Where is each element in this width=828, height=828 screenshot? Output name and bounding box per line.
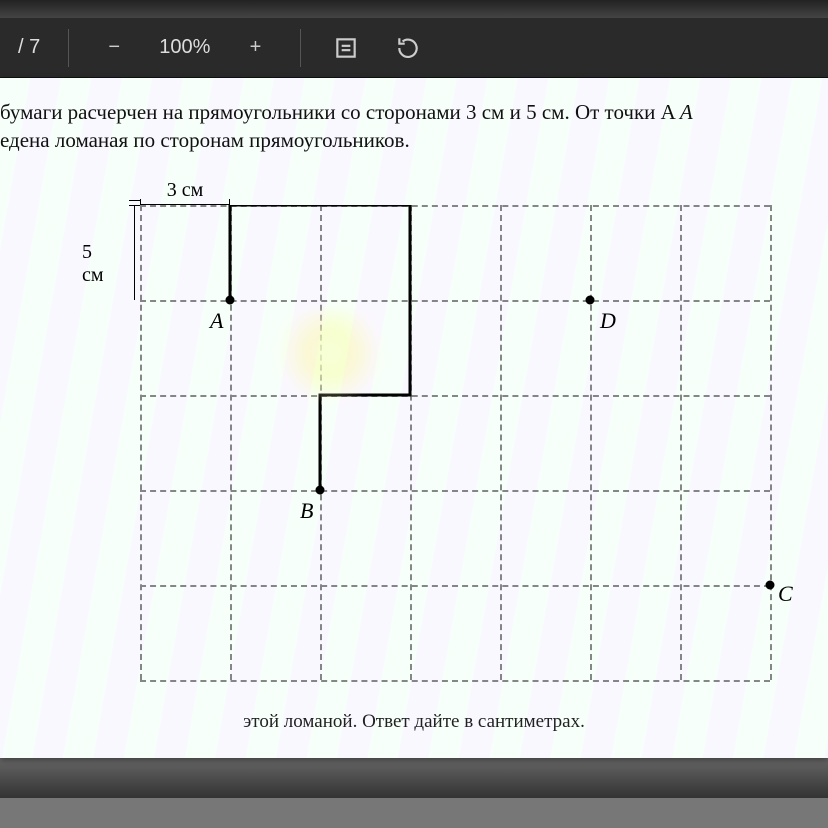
- polyline-path: [140, 205, 780, 690]
- photo-edge: [0, 0, 828, 18]
- toolbar-divider: [68, 29, 69, 67]
- problem-line2: едена ломаная по сторонам прямоугольнико…: [0, 128, 410, 152]
- answer-hint: этой ломаной. Ответ дайте в сантиметрах.: [0, 705, 828, 733]
- zoom-out-button[interactable]: −: [97, 31, 131, 65]
- dimension-width: 3 см: [140, 179, 230, 205]
- pdf-toolbar: / 7 − 100% +: [0, 18, 828, 78]
- problem-line1: бумаги расчерчен на прямоугольники со ст…: [0, 100, 675, 124]
- point-C: [766, 580, 775, 589]
- label-A: A: [210, 308, 223, 334]
- point-B: [316, 485, 325, 494]
- photo-edge: [0, 758, 828, 798]
- zoom-level: 100%: [159, 36, 210, 59]
- toolbar-divider: [300, 29, 301, 67]
- point-D: [586, 295, 595, 304]
- fit-page-icon[interactable]: [329, 31, 363, 65]
- problem-text: бумаги расчерчен на прямоугольники со ст…: [0, 98, 828, 155]
- point-A: [226, 295, 235, 304]
- figure: 3 см 5 см ABDC: [60, 165, 780, 705]
- label-C: C: [778, 581, 793, 607]
- label-B: B: [300, 498, 313, 524]
- rotate-icon[interactable]: [391, 31, 425, 65]
- document-page: бумаги расчерчен на прямоугольники со ст…: [0, 78, 828, 758]
- label-D: D: [600, 308, 616, 334]
- page-indicator: / 7: [18, 36, 40, 59]
- zoom-in-button[interactable]: +: [238, 31, 272, 65]
